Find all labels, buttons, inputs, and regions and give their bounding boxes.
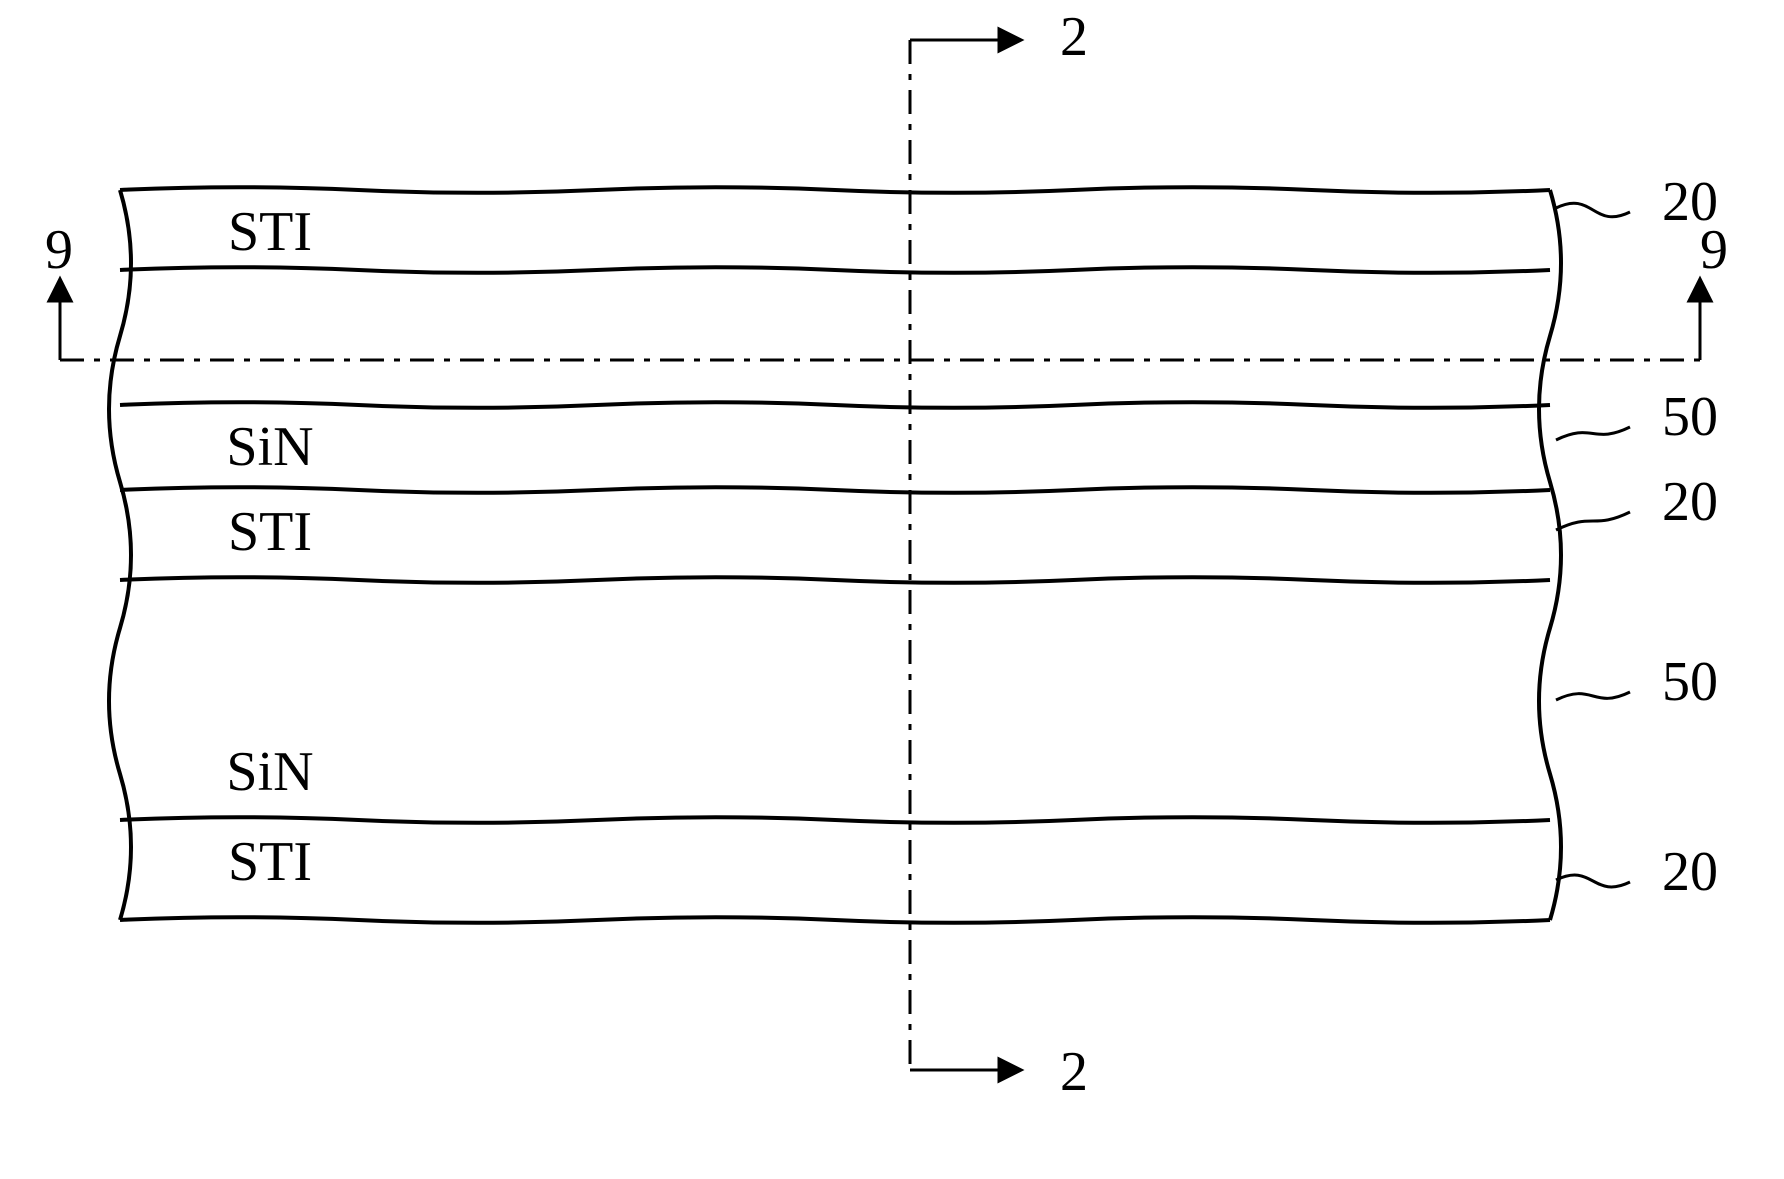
layer-boundary <box>120 577 1550 583</box>
layer-label: STI <box>228 831 312 893</box>
layer-boundary <box>120 487 1550 493</box>
layer-label: STI <box>228 501 312 563</box>
layer-boundary <box>120 267 1550 273</box>
left-break-edge <box>109 190 131 920</box>
layer-boundary <box>120 817 1550 823</box>
ref-leader <box>1556 692 1630 700</box>
layer-boundary <box>120 917 1550 923</box>
ref-number: 20 <box>1662 471 1718 533</box>
section-label: 2 <box>1060 6 1088 68</box>
ref-number: 50 <box>1662 651 1718 713</box>
layer-stack: STI20SiN50STI20SiN50STI20 <box>109 171 1718 923</box>
ref-leader <box>1556 512 1630 530</box>
ref-leader <box>1556 875 1630 887</box>
layer-label: STI <box>228 201 312 263</box>
ref-leader <box>1556 427 1630 440</box>
right-break-edge <box>1539 190 1561 920</box>
layer-label: SiN <box>226 741 313 803</box>
section-label: 9 <box>1700 219 1728 281</box>
section-label: 9 <box>45 219 73 281</box>
section-label: 2 <box>1060 1041 1088 1103</box>
layer-label: SiN <box>226 416 313 478</box>
layer-boundary <box>120 402 1550 408</box>
ref-number: 20 <box>1662 841 1718 903</box>
ref-number: 50 <box>1662 386 1718 448</box>
layer-boundary <box>120 187 1550 193</box>
ref-leader <box>1556 203 1630 217</box>
